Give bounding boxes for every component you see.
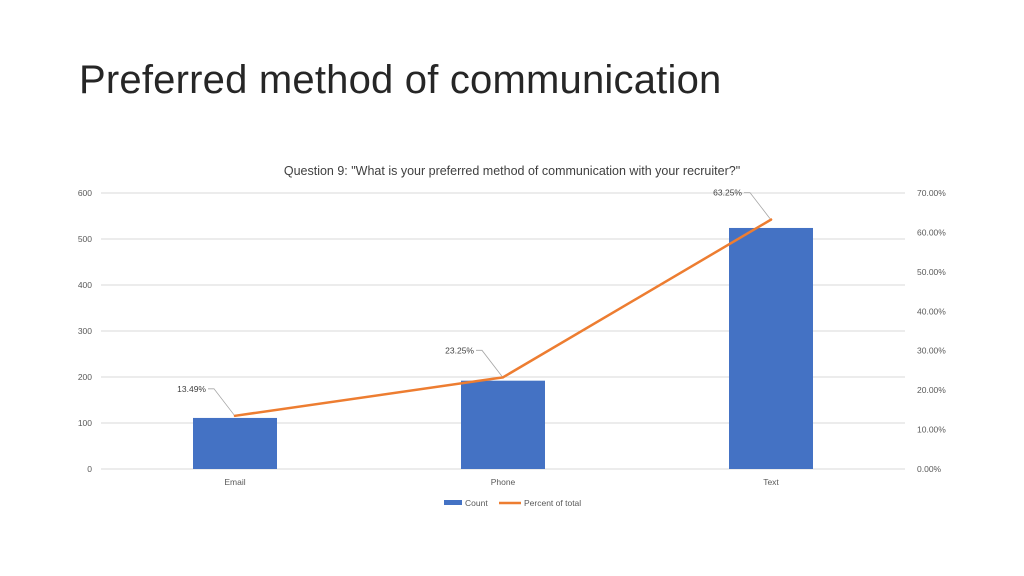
- primary-tick-label: 100: [78, 418, 92, 428]
- secondary-tick-label: 50.00%: [917, 267, 946, 277]
- primary-tick-label: 300: [78, 326, 92, 336]
- secondary-tick-label: 10.00%: [917, 425, 946, 435]
- legend: Count Percent of total: [444, 498, 581, 508]
- primary-tick-label: 600: [78, 188, 92, 198]
- line-point: [501, 376, 505, 379]
- primary-tick-label: 400: [78, 280, 92, 290]
- legend-label-count: Count: [465, 498, 488, 508]
- axes: 0 100 200 300 400 500 600 0.00% 10.00% 20.00% 30.0…: [78, 188, 946, 487]
- leader-line: [476, 349, 503, 377]
- bar-series: [193, 227, 813, 469]
- legend-swatch-count: [444, 500, 462, 505]
- legend-label-percent: Percent of total: [524, 498, 581, 508]
- bar: [193, 417, 277, 469]
- line-point: [769, 218, 773, 221]
- chart-title: Question 9: "What is your preferred meth…: [284, 164, 740, 178]
- secondary-tick-label: 40.00%: [917, 306, 946, 316]
- primary-tick-label: 0: [87, 464, 92, 474]
- slide-title: Preferred method of communication: [79, 58, 722, 102]
- secondary-tick-label: 20.00%: [917, 385, 946, 395]
- category-label: Phone: [491, 477, 516, 487]
- line-point: [233, 414, 237, 418]
- category-label: Text: [763, 477, 779, 487]
- leader-line: [744, 192, 771, 219]
- secondary-tick-label: 30.00%: [917, 346, 946, 356]
- bar: [461, 380, 545, 469]
- category-label: Email: [224, 477, 245, 487]
- bar: [729, 227, 813, 469]
- primary-tick-label: 500: [78, 234, 92, 244]
- secondary-tick-label: 70.00%: [917, 188, 946, 198]
- data-label: 63.25%: [713, 188, 742, 198]
- data-labels: 13.49% 23.25% 63.25%: [177, 188, 771, 416]
- secondary-tick-label: 0.00%: [917, 464, 942, 474]
- primary-tick-label: 200: [78, 372, 92, 382]
- data-label: 23.25%: [445, 345, 474, 355]
- secondary-tick-label: 60.00%: [917, 227, 946, 237]
- line-series: [233, 218, 773, 418]
- data-label: 13.49%: [177, 384, 206, 394]
- leader-line: [208, 388, 235, 416]
